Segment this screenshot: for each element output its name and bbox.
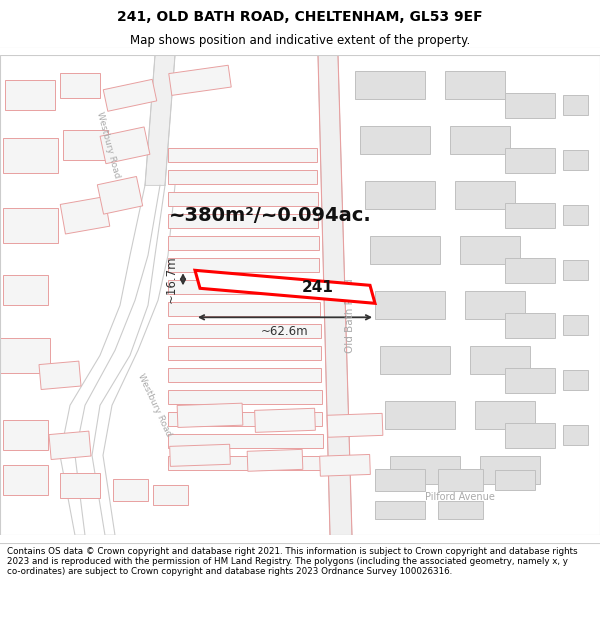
Polygon shape	[60, 197, 110, 234]
Polygon shape	[455, 181, 515, 209]
Polygon shape	[437, 501, 482, 519]
Polygon shape	[168, 456, 323, 470]
Polygon shape	[2, 208, 58, 242]
Polygon shape	[168, 170, 317, 184]
Polygon shape	[169, 65, 231, 96]
Polygon shape	[168, 368, 322, 382]
Polygon shape	[563, 315, 587, 335]
Polygon shape	[60, 72, 100, 98]
Text: Pilford Avenue: Pilford Avenue	[425, 492, 495, 502]
Polygon shape	[505, 148, 555, 173]
Polygon shape	[254, 408, 316, 432]
Polygon shape	[97, 176, 143, 214]
Polygon shape	[113, 479, 148, 501]
Text: 241: 241	[302, 280, 334, 295]
Polygon shape	[437, 469, 482, 491]
Polygon shape	[168, 346, 321, 360]
Polygon shape	[460, 236, 520, 264]
Polygon shape	[327, 413, 383, 437]
Polygon shape	[355, 71, 425, 99]
Text: Westbury Road: Westbury Road	[136, 372, 173, 438]
Polygon shape	[0, 338, 50, 372]
Polygon shape	[168, 236, 319, 250]
Text: 241, OLD BATH ROAD, CHELTENHAM, GL53 9EF: 241, OLD BATH ROAD, CHELTENHAM, GL53 9EF	[117, 9, 483, 24]
Polygon shape	[170, 444, 230, 466]
Polygon shape	[100, 127, 150, 164]
Text: ~16.7m: ~16.7m	[165, 256, 178, 303]
Polygon shape	[195, 270, 375, 303]
Polygon shape	[60, 472, 100, 498]
Polygon shape	[168, 412, 322, 426]
Text: Westbury Road: Westbury Road	[95, 111, 121, 179]
Polygon shape	[2, 465, 47, 495]
Polygon shape	[375, 291, 445, 319]
Polygon shape	[168, 192, 318, 206]
Polygon shape	[168, 214, 319, 228]
Polygon shape	[168, 280, 320, 294]
Polygon shape	[505, 202, 555, 228]
Polygon shape	[168, 434, 323, 448]
Polygon shape	[168, 148, 317, 162]
Polygon shape	[563, 425, 587, 445]
Polygon shape	[152, 485, 187, 505]
Polygon shape	[5, 80, 55, 110]
Polygon shape	[168, 390, 322, 404]
Polygon shape	[2, 420, 47, 450]
Polygon shape	[318, 55, 352, 535]
Polygon shape	[495, 470, 535, 490]
Polygon shape	[62, 130, 107, 160]
Polygon shape	[465, 291, 525, 319]
Text: ~380m²/~0.094ac.: ~380m²/~0.094ac.	[169, 206, 371, 225]
Polygon shape	[168, 258, 319, 272]
Polygon shape	[103, 79, 157, 111]
Polygon shape	[2, 275, 47, 305]
Polygon shape	[360, 126, 430, 154]
Polygon shape	[390, 456, 460, 484]
Polygon shape	[505, 368, 555, 393]
Polygon shape	[563, 370, 587, 390]
Polygon shape	[563, 95, 587, 115]
Polygon shape	[380, 346, 450, 374]
Polygon shape	[168, 302, 320, 316]
Polygon shape	[480, 456, 540, 484]
Polygon shape	[505, 258, 555, 282]
Polygon shape	[39, 361, 81, 389]
Polygon shape	[145, 55, 175, 185]
Polygon shape	[475, 401, 535, 429]
Polygon shape	[247, 449, 303, 471]
Polygon shape	[375, 501, 425, 519]
Text: Old Bath Road: Old Bath Road	[345, 278, 355, 352]
Polygon shape	[450, 126, 510, 154]
Text: Map shows position and indicative extent of the property.: Map shows position and indicative extent…	[130, 34, 470, 47]
Polygon shape	[177, 403, 243, 428]
Polygon shape	[563, 150, 587, 170]
Text: ~62.6m: ~62.6m	[261, 325, 309, 338]
Polygon shape	[505, 422, 555, 447]
Polygon shape	[375, 469, 425, 491]
Polygon shape	[505, 312, 555, 338]
Polygon shape	[445, 71, 505, 99]
Polygon shape	[365, 181, 435, 209]
Polygon shape	[49, 431, 91, 459]
Text: Contains OS data © Crown copyright and database right 2021. This information is : Contains OS data © Crown copyright and d…	[7, 547, 578, 576]
Polygon shape	[385, 401, 455, 429]
Polygon shape	[470, 346, 530, 374]
Polygon shape	[370, 236, 440, 264]
Polygon shape	[563, 260, 587, 280]
Polygon shape	[168, 324, 320, 338]
Polygon shape	[505, 92, 555, 118]
Polygon shape	[2, 138, 58, 172]
Polygon shape	[563, 205, 587, 225]
Polygon shape	[320, 454, 370, 476]
